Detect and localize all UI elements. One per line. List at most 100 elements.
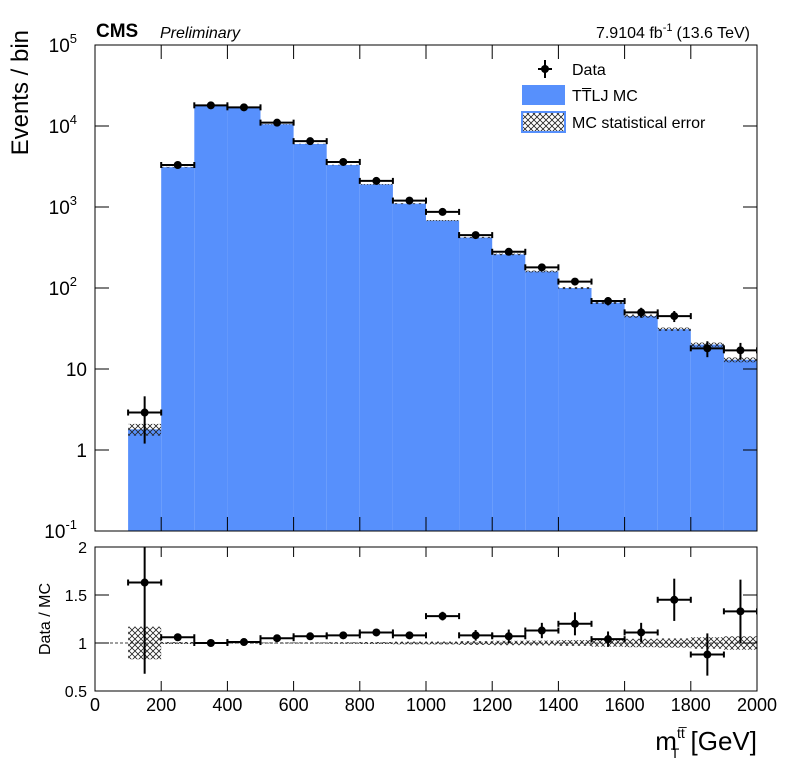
legend-label: TT̅LJ MC: [572, 87, 638, 105]
data-point: [703, 344, 712, 353]
data-point: [570, 619, 579, 628]
data-point: [239, 103, 248, 112]
mc-bar: [591, 302, 625, 531]
data-point: [273, 118, 282, 127]
data-point: [140, 408, 149, 417]
data-point: [372, 176, 381, 185]
ratio-y-tick-label: 2: [78, 540, 87, 557]
ratio-error-band: [657, 638, 691, 648]
ratio-error-band: [558, 640, 592, 646]
mc-error-band: [723, 357, 757, 363]
data-point: [703, 650, 712, 659]
data-point: [206, 639, 215, 647]
data-point: [670, 312, 679, 321]
legend-label: Data: [572, 62, 606, 79]
x-title-unit: [GeV]: [683, 726, 757, 756]
x-tick-label: 2000: [737, 695, 777, 715]
mc-bar: [359, 184, 393, 531]
legend-label: MC statistical error: [572, 115, 706, 132]
data-point: [537, 626, 546, 635]
data-point: [637, 628, 646, 637]
ratio-axis-title: Data / MC: [37, 583, 54, 655]
y-tick-base: 10: [44, 522, 65, 543]
y-tick-label: 10: [66, 360, 87, 381]
cms-label: CMS: [96, 21, 138, 42]
lumi-exponent: -1: [663, 22, 673, 34]
y-tick-label: 102: [49, 274, 77, 300]
data-point: [570, 277, 579, 286]
ratio-frame: [94, 546, 758, 692]
x-title-main: m: [655, 726, 677, 756]
ratio-error-band: [326, 642, 360, 644]
mc-error-band: [426, 220, 460, 222]
y-tick-label: 1: [76, 441, 87, 462]
y-tick-label: 105: [49, 31, 77, 57]
data-point: [736, 607, 745, 616]
data-point: [372, 628, 381, 637]
x-tick-label: 600: [279, 695, 309, 715]
data-point: [504, 247, 513, 256]
x-axis-title: mtt̅ T [GeV]: [655, 725, 757, 761]
ratio-y-tick-label: 0.5: [65, 684, 87, 701]
data-point: [471, 231, 480, 240]
mc-bar: [624, 316, 658, 531]
y-tick-exponent: 4: [70, 112, 77, 127]
energy: (13.6 TeV): [676, 25, 750, 42]
legend: Data TT̅LJ MC MC statistical error: [521, 60, 706, 133]
y-axis-title: Events / bin: [7, 30, 34, 155]
y-tick-label: 104: [49, 112, 77, 138]
main-frame: [94, 44, 758, 532]
y-tick-label: 103: [49, 193, 77, 219]
data-point: [206, 101, 215, 110]
data-point: [438, 207, 447, 216]
y-tick-exponent: 2: [70, 274, 77, 289]
mc-error-band: [558, 286, 592, 290]
mc-error-band: [657, 327, 691, 331]
lumi: 7.9104 fb: [596, 25, 663, 42]
data-point: [306, 632, 315, 641]
legend-data-marker: [541, 65, 549, 73]
mc-bar: [459, 237, 493, 531]
data-point: [604, 635, 613, 644]
data-point: [670, 595, 679, 604]
mc-bar: [326, 165, 360, 531]
x-tick-label: 800: [345, 695, 375, 715]
ratio-y-tick-label: 1.5: [65, 588, 87, 605]
data-point: [471, 631, 480, 640]
data-point: [405, 631, 414, 640]
x-tick-label: 0: [90, 695, 100, 715]
status-label: Preliminary: [160, 25, 241, 42]
ratio-error-band: [392, 641, 426, 645]
mc-bar: [161, 167, 195, 531]
x-tick-label: 1400: [538, 695, 578, 715]
x-tick-label: 1200: [472, 695, 512, 715]
legend-band-swatch: [521, 111, 566, 133]
data-point: [604, 297, 613, 306]
data-point: [438, 612, 447, 621]
y-tick-base: 10: [49, 198, 70, 219]
y-tick-base: 10: [49, 36, 70, 57]
legend-mc-swatch: [522, 85, 565, 105]
y-tick-base: 10: [49, 279, 70, 300]
main-plot: [127, 101, 757, 531]
x-tick-label: 1000: [406, 695, 446, 715]
ratio-y-tick-label: 1: [78, 636, 87, 653]
x-title-sub: T: [671, 745, 680, 761]
y-tick-exponent: 5: [70, 31, 77, 46]
mc-bar: [194, 105, 228, 531]
x-tick-label: 400: [212, 695, 242, 715]
x-tick-label: 1800: [671, 695, 711, 715]
data-point: [537, 263, 546, 272]
data-point: [339, 631, 348, 640]
mc-bar: [723, 359, 757, 531]
data-point: [504, 632, 513, 641]
mc-bar: [227, 107, 261, 531]
mc-bar: [426, 220, 460, 531]
data-point: [405, 196, 414, 205]
data-point: [173, 633, 182, 642]
data-point: [239, 638, 248, 647]
x-tick-label: 200: [146, 695, 176, 715]
mc-bar: [392, 203, 426, 531]
data-point: [339, 157, 348, 166]
